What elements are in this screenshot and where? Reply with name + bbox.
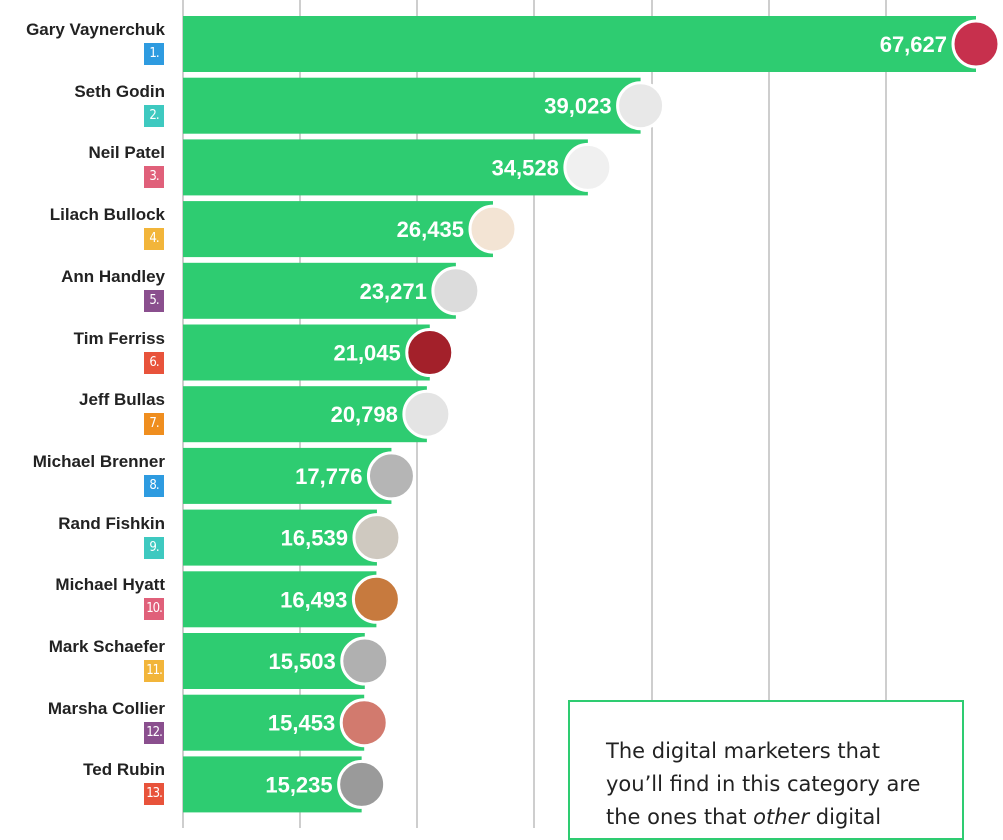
bar-5 — [183, 262, 456, 319]
avatar-7 — [402, 389, 452, 439]
value-label-9: 16,539 — [281, 526, 348, 551]
rank-badge-4: 4. — [144, 228, 164, 251]
value-label-8: 17,776 — [295, 464, 362, 489]
avatar-12 — [339, 698, 389, 748]
info-box: The digital marketers that you’ll find i… — [568, 700, 964, 840]
category-label-1: Gary Vaynerchuk — [26, 20, 165, 39]
category-label-9: Rand Fishkin — [58, 513, 165, 533]
category-label-8: Michael Brenner — [32, 451, 165, 471]
rank-badge-10: 10. — [144, 598, 164, 621]
category-label-2: Seth Godin — [74, 81, 165, 101]
rank-badge-2: 2. — [144, 104, 164, 127]
value-label-2: 39,023 — [544, 94, 611, 119]
info-text: The digital marketers that you’ll find i… — [606, 739, 921, 829]
category-label-5: Ann Handley — [61, 266, 165, 286]
avatar-3 — [563, 142, 613, 192]
category-label-12: Marsha Collier — [47, 698, 165, 718]
rank-badge-9: 9. — [144, 536, 164, 559]
rank-badge-5: 5. — [144, 289, 164, 312]
avatar-4 — [468, 204, 518, 254]
rank-badge-6: 6. — [144, 351, 164, 374]
category-label-11: Mark Schaefer — [48, 637, 165, 656]
bar-7 — [183, 386, 427, 443]
info-emphasis: other — [753, 805, 810, 829]
avatar-1 — [951, 19, 1001, 69]
bar-11 — [183, 633, 365, 689]
category-label-3: Neil Patel — [88, 143, 165, 163]
avatar-5 — [431, 266, 481, 316]
bar-10 — [183, 571, 377, 628]
category-label-13: Ted Rubin — [83, 760, 165, 780]
value-label-4: 26,435 — [397, 217, 464, 242]
bar-2 — [183, 77, 641, 134]
value-label-11: 15,503 — [268, 649, 335, 674]
bar-6 — [183, 324, 430, 381]
bar-12 — [183, 694, 365, 751]
avatar-2 — [616, 81, 666, 131]
category-label-4: Lilach Bullock — [49, 205, 165, 225]
rank-badge-12: 12. — [144, 721, 164, 744]
value-label-5: 23,271 — [360, 279, 427, 304]
bar-8 — [183, 447, 392, 504]
avatar-9 — [352, 513, 402, 563]
value-label-3: 34,528 — [492, 155, 559, 180]
bar-9 — [183, 509, 377, 566]
bar-13 — [183, 756, 362, 813]
value-label-6: 21,045 — [333, 341, 400, 366]
avatar-10 — [351, 574, 401, 624]
avatar-8 — [366, 451, 416, 501]
bar-3 — [183, 139, 588, 196]
value-label-12: 15,453 — [268, 711, 335, 736]
avatar-6 — [405, 328, 455, 377]
rank-badge-7: 7. — [144, 413, 164, 436]
rank-badge-13: 13. — [144, 783, 164, 806]
rank-badge-3: 3. — [144, 166, 164, 189]
category-label-10: Michael Hyatt — [55, 575, 165, 595]
value-label-7: 20,798 — [331, 402, 398, 427]
value-label-13: 15,235 — [265, 772, 332, 797]
value-label-1: 67,627 — [880, 32, 947, 57]
value-label-10: 16,493 — [280, 587, 347, 612]
bar-1 — [183, 16, 976, 72]
rank-badge-1: 1. — [144, 43, 164, 65]
category-label-6: Tim Ferriss — [73, 328, 165, 348]
avatar-11 — [340, 636, 390, 686]
bar-4 — [183, 201, 493, 258]
category-label-7: Jeff Bullas — [79, 390, 165, 410]
rank-badge-11: 11. — [144, 660, 164, 682]
avatar-13 — [337, 759, 387, 809]
rank-badge-8: 8. — [144, 474, 164, 497]
